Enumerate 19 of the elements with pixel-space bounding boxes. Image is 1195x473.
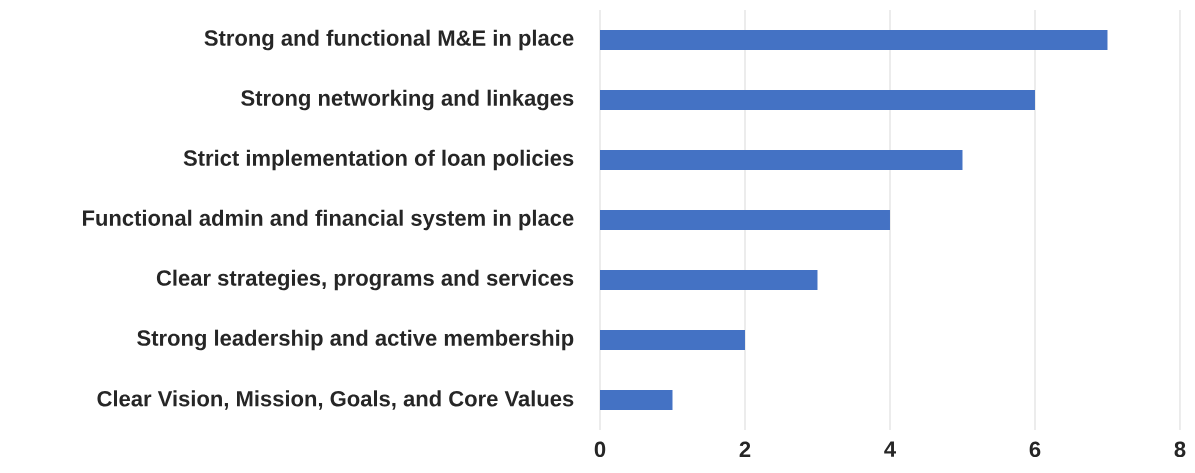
x-tick-label: 0 (594, 441, 606, 458)
x-tick-label: 8 (1174, 441, 1186, 458)
y-tick-label: Functional admin and financial system in place (83, 209, 574, 231)
x-tick-label: 4 (884, 441, 896, 457)
y-tick-label: Strict implementation of loan policies (183, 149, 574, 171)
bar (600, 150, 963, 170)
y-tick-label: Strong leadership and active membership (137, 329, 574, 351)
y-tick-label: Clear Vision, Mission, Goals, and Core Values (97, 390, 574, 410)
y-tick-label: Strong and functional M&E in place (204, 29, 574, 51)
y-tick-label: Strong networking and linkages (241, 89, 574, 111)
bar (600, 90, 1035, 110)
bar (600, 389, 673, 410)
bar (600, 30, 1108, 50)
bar (600, 269, 818, 290)
bar (600, 329, 745, 350)
bar (600, 210, 890, 230)
x-tick-label: 2 (739, 441, 751, 457)
x-tick-label: 6 (1029, 441, 1041, 458)
y-tick-label: Clear strategies, programs and services (156, 269, 574, 291)
